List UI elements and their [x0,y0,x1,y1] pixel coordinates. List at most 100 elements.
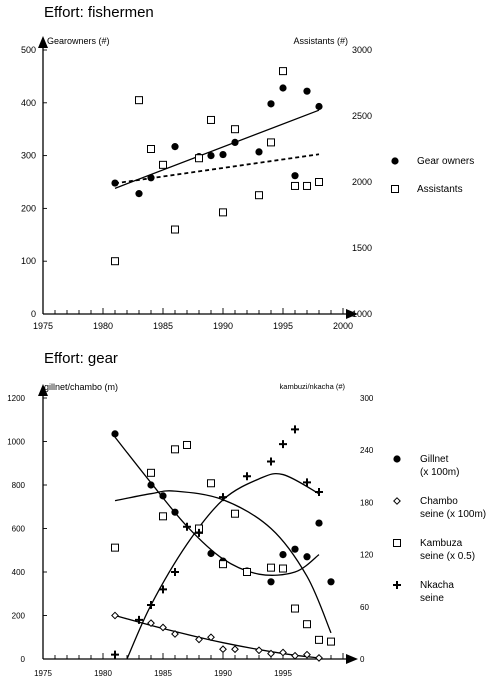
y-left-tick-label: 100 [21,256,36,266]
y-left-tick-label: 600 [12,525,26,534]
y-left-tick-label: 200 [21,203,36,213]
y-right-tick-label: 2500 [352,111,372,121]
data-point-gillnet [279,551,287,559]
data-point-kambuza [267,563,275,572]
data-point-gillnet [315,519,323,527]
data-point-chambo [303,650,311,659]
y-axis-left-label-fishermen: Gearowners (#) [47,36,110,46]
legend-label-gear-owners: Gear owners [417,156,474,167]
data-point-chambo [231,645,239,654]
legend-marker-kambuza [393,539,401,547]
gear-panel: Effort: gear gillnet/chambo (m) kambuzi/… [7,350,486,678]
data-point-nkacha [315,487,323,496]
data-point-nkacha [171,568,179,576]
y-right-tick-label: 300 [360,394,374,403]
y-axis-right-label-fishermen: Assistants (#) [293,36,348,46]
data-point-gillnet [159,492,167,500]
data-point-kambuza [303,620,311,629]
data-point-nkacha [219,493,227,502]
x-tick-label: 1980 [93,321,113,331]
x-tick-label: 1995 [274,669,292,678]
data-point-assistants [207,115,215,124]
data-point-kambuza [315,635,323,644]
y-left-tick-label: 1000 [7,438,25,447]
trend-lines-fishermen [114,109,320,189]
data-point-assistants [111,257,119,266]
data-point-kambuza [207,479,215,488]
trend-line-chambo [114,614,320,659]
data-point-gear-owners [279,84,287,92]
y-right-tick-label: 0 [360,655,365,664]
data-point-gillnet [327,578,335,586]
data-point-assistants [147,145,155,153]
data-point-assistants [159,160,167,169]
x-tick-label: 2000 [333,321,353,331]
y-axis-arrow [38,384,48,396]
data-point-chambo [207,633,215,642]
data-point-gillnet [147,481,155,489]
y-right-tick-label: 240 [360,446,374,455]
data-point-gear-owners [207,152,215,160]
data-point-chambo [147,619,155,628]
x-tick-label: 1975 [33,321,53,331]
y-left-tick-label: 300 [21,151,36,161]
y-left-tick-label: 200 [12,612,26,621]
data-point-assistants [255,191,263,200]
legend-gear: Gillnet (x 100m) Chambo seine (x 100m) Kambu… [393,454,486,604]
legend-note-chambo: seine (x 100m) [420,509,486,520]
data-point-nkacha [195,528,203,537]
data-point-kambuza [243,568,251,576]
data-point-gear-owners [267,100,275,108]
data-point-gear-owners [303,87,311,95]
y-right-tick-label: 1500 [352,243,372,253]
y-left-tick-label: 500 [21,45,36,55]
ticks-gear: 1975 1980 1985 1990 199502004006008001000120… [7,394,374,678]
legend-marker-assistants [391,185,399,193]
trend-line-assistants [114,153,320,185]
data-point-gear-owners [315,102,323,111]
y-axis-right-label-gear: kambuzi/nkacha (#) [280,382,346,391]
data-point-assistants [171,225,179,234]
data-point-kambuza [231,509,239,518]
trend-line-gear-owners [114,109,320,189]
legend-label-kambuza: Kambuza [420,538,463,549]
data-point-chambo [267,649,275,658]
data-point-nkacha [159,585,167,594]
data-point-kambuza [111,543,119,552]
data-point-gear-owners [135,190,143,198]
data-point-assistants [279,67,287,76]
y-right-tick-label: 1000 [352,309,372,319]
chart-title-gear: Effort: gear [44,350,118,367]
data-point-assistants [267,138,275,147]
y-left-tick-label: 400 [21,98,36,108]
x-axis-arrow [346,654,358,664]
data-point-chambo [111,611,119,620]
y-left-tick-label: 800 [12,481,26,490]
data-point-nkacha [267,457,275,466]
data-point-gear-owners [171,143,179,151]
fishermen-panel: Effort: fishermen Gearowners (#) Assista… [21,4,474,331]
x-tick-label: 1995 [273,321,293,331]
legend-fishermen: Gear owners Assistants [391,156,474,195]
data-point-nkacha [243,472,251,481]
legend-note-kambuza: seine (x 0.5) [420,551,475,562]
data-point-assistants [303,181,311,190]
legend-marker-nkacha [393,581,401,589]
y-left-tick-label: 1200 [7,394,25,403]
ticks-fishermen: 1975 1980 1985 1990 1995 2000 0 100 200 300 400 500… [21,45,372,331]
y-axis-left-label-gear: gillnet/chambo (m) [44,382,118,392]
data-point-assistants [315,178,323,186]
data-point-chambo [255,646,263,655]
legend-label-chambo: Chambo [420,496,458,507]
data-point-chambo [315,654,323,662]
data-point-nkacha [279,440,287,449]
y-left-tick-label: 0 [21,655,26,664]
data-point-kambuza [219,560,227,569]
data-point-kambuza [159,512,167,521]
legend-label-assistants: Assistants [417,184,463,195]
y-right-tick-label: 120 [360,551,374,560]
legend-note-nkacha: seine [420,593,444,604]
x-tick-label: 1990 [213,321,233,331]
data-point-gear-owners [291,172,299,180]
data-point-chambo [279,648,287,657]
